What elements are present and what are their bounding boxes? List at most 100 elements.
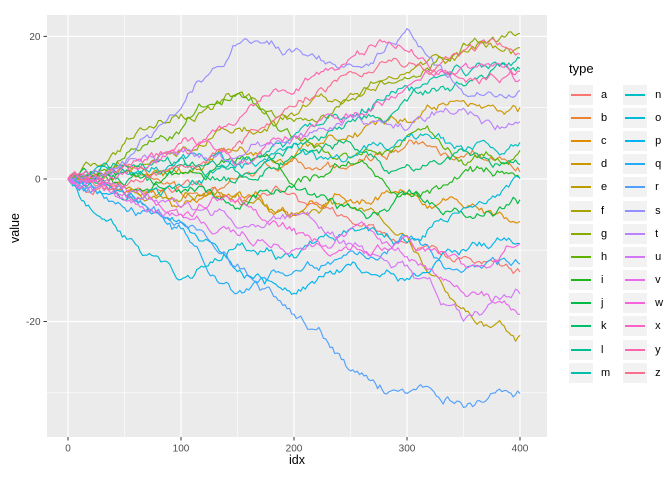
legend-key-e — [569, 177, 593, 198]
legend-key-v — [623, 270, 648, 291]
legend-label-m: m — [601, 366, 611, 379]
legend-key-b — [569, 107, 593, 128]
legend-entry-i: i — [569, 269, 610, 292]
legend-key-f — [569, 200, 593, 221]
legend-entry-r: r — [623, 176, 663, 199]
legend-key-j — [569, 293, 593, 314]
legend-key-line-icon — [625, 302, 646, 305]
legend-entry-c: c — [569, 129, 610, 152]
legend-label-v: v — [655, 274, 661, 287]
legend-label-b: b — [601, 111, 608, 124]
y-tick-label: -20 — [26, 317, 41, 328]
legend-entry-d: d — [569, 153, 610, 176]
legend-key-line-icon — [571, 255, 591, 258]
legend-key-line-icon — [625, 209, 646, 212]
legend-label-i: i — [601, 274, 604, 287]
legend-entry-n: n — [623, 83, 663, 106]
legend-key-z — [623, 362, 648, 383]
legend-key-line-icon — [571, 163, 591, 166]
legend-key-o — [623, 107, 648, 128]
legend-label-e: e — [601, 181, 608, 194]
series-line-y — [67, 39, 521, 181]
x-tick-label: 200 — [286, 444, 303, 455]
series-line-s — [67, 28, 521, 184]
legend-key-l — [569, 339, 593, 360]
legend-key-line-icon — [571, 209, 591, 212]
series-line-f — [67, 40, 521, 182]
legend-entry-k: k — [569, 315, 610, 338]
y-tick-label: 0 — [35, 174, 41, 185]
legend-key-line-icon — [625, 139, 646, 142]
legend-key-p — [623, 130, 648, 151]
legend-title: type — [569, 61, 594, 76]
legend-key-line-icon — [625, 255, 646, 258]
series-line-x — [67, 62, 521, 185]
x-tick-label: 100 — [173, 444, 190, 455]
plot-panel — [47, 15, 547, 437]
legend-entry-s: s — [623, 199, 663, 222]
series-line-w — [67, 178, 521, 269]
legend-key-m — [569, 362, 593, 383]
legend-label-o: o — [655, 111, 662, 124]
legend-key-a — [569, 84, 593, 105]
legend-label-y: y — [655, 343, 661, 356]
legend-key-line-icon — [625, 116, 646, 119]
legend-key-w — [623, 293, 648, 314]
x-tick-label: 400 — [512, 444, 529, 455]
series-line-a — [67, 179, 521, 275]
legend-key-line-icon — [571, 93, 591, 96]
legend-label-l: l — [601, 343, 604, 356]
legend-key-y — [623, 339, 648, 360]
legend-key-line-icon — [625, 93, 646, 96]
legend-key-k — [569, 316, 593, 337]
series-line-z — [67, 38, 521, 191]
legend-label-k: k — [601, 320, 607, 333]
legend-key-r — [623, 177, 648, 198]
legend-key-s — [623, 200, 648, 221]
legend-entry-z: z — [623, 361, 663, 384]
series-line-r — [67, 178, 521, 409]
legend-entry-j: j — [569, 292, 610, 315]
x-tick-label: 0 — [65, 444, 71, 455]
legend-key-n — [623, 84, 648, 105]
series-line-k — [67, 139, 521, 188]
legend-label-x: x — [655, 320, 661, 333]
legend-entry-p: p — [623, 129, 663, 152]
legend-entry-g: g — [569, 222, 610, 245]
legend-entry-y: y — [623, 338, 663, 361]
legend-key-line-icon — [571, 116, 591, 119]
legend-entry-x: x — [623, 315, 663, 338]
x-tick-label: 300 — [399, 444, 416, 455]
legend-label-u: u — [655, 250, 662, 263]
legend-entry-v: v — [623, 269, 663, 292]
legend-label-r: r — [655, 181, 659, 194]
legend-label-c: c — [601, 134, 607, 147]
legend-key-line-icon — [625, 371, 646, 374]
legend-label-p: p — [655, 134, 662, 147]
legend-label-d: d — [601, 158, 608, 171]
legend-key-c — [569, 130, 593, 151]
legend-label-f: f — [601, 204, 605, 217]
legend-key-line-icon — [625, 325, 646, 328]
legend-key-line-icon — [625, 232, 646, 235]
series-line-e — [67, 175, 521, 342]
legend-key-line-icon — [625, 279, 646, 282]
series-line-u — [67, 178, 521, 322]
legend-key-t — [623, 223, 648, 244]
legend-label-s: s — [655, 204, 661, 217]
legend-key-q — [623, 154, 648, 175]
legend-key-h — [569, 246, 593, 267]
legend-key-i — [569, 270, 593, 291]
y-tick-label: 20 — [29, 32, 41, 43]
legend-key-line-icon — [571, 302, 591, 305]
legend-key-line-icon — [571, 186, 591, 189]
series-line-n — [67, 132, 521, 180]
legend-label-g: g — [601, 227, 608, 240]
series-line-j — [67, 167, 521, 220]
